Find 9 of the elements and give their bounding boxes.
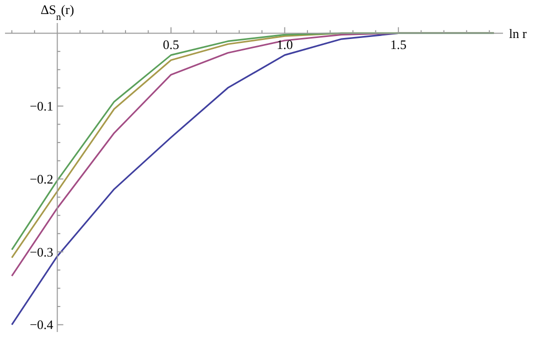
y-axis-title: ΔS$_{n}$(r): [40, 2, 74, 22]
x-axis-title: ln r: [509, 26, 528, 42]
y-tick-label: −0.3: [30, 244, 54, 260]
x-tick-label: 1.5: [390, 37, 407, 52]
x-tick-label: 1.0: [276, 37, 293, 52]
y-tick-label: −0.4: [30, 317, 54, 332]
x-tick-label: 0.5: [162, 37, 180, 52]
y-tick-label: −0.2: [30, 171, 54, 186]
y-tick-label: −0.1: [30, 98, 54, 114]
